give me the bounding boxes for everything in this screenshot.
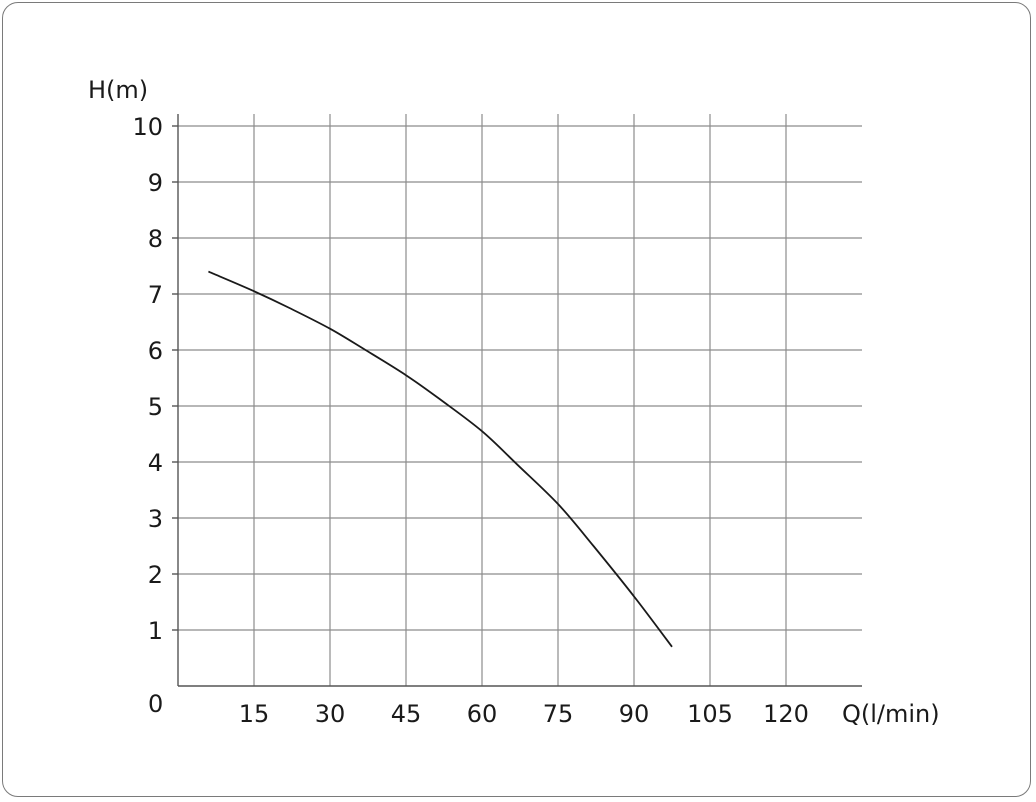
y-tick-label: 2 <box>148 561 163 589</box>
x-tick-label: 120 <box>763 700 809 728</box>
x-tick-label: 105 <box>687 700 733 728</box>
y-tick-label: 6 <box>148 337 163 365</box>
y-axis-label: H(m) <box>88 76 148 104</box>
origin-tick-label: 0 <box>148 690 163 718</box>
series-layer <box>208 270 673 648</box>
y-tick-label: 9 <box>148 169 163 197</box>
x-tick-label: 60 <box>467 700 498 728</box>
y-tick-label: 1 <box>148 617 163 645</box>
x-tick-label: 75 <box>543 700 574 728</box>
head-flow-curve <box>208 270 673 648</box>
y-tick-label: 10 <box>132 113 163 141</box>
y-tick-label: 5 <box>148 393 163 421</box>
x-tick-label: 45 <box>391 700 422 728</box>
grid-lines <box>178 114 862 686</box>
x-tick-label: 30 <box>315 700 346 728</box>
y-tick-label: 4 <box>148 449 163 477</box>
y-tick-label: 7 <box>148 281 163 309</box>
x-tick-label: 15 <box>239 700 270 728</box>
x-axis-label: Q(l/min) <box>842 700 940 728</box>
y-tick-label: 8 <box>148 225 163 253</box>
y-tick-label: 3 <box>148 505 163 533</box>
x-tick-label: 90 <box>619 700 650 728</box>
axes <box>172 114 862 687</box>
